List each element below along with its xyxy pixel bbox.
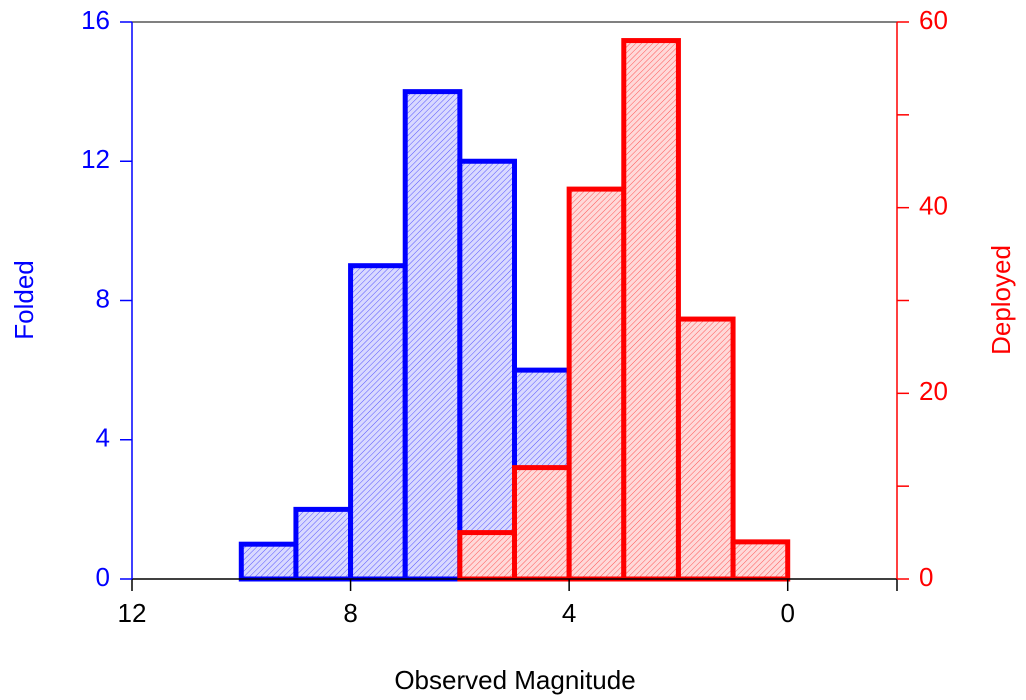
histogram-bar — [512, 465, 572, 582]
x-axis-label: Observed Magnitude — [394, 665, 635, 695]
y-tick-label: 4 — [96, 423, 110, 453]
y2-tick-label: 20 — [919, 376, 948, 406]
y-tick-label: 16 — [81, 5, 110, 35]
y2-tick-label: 0 — [919, 562, 933, 592]
y-tick-label: 12 — [81, 144, 110, 174]
histogram-bar — [348, 263, 408, 582]
histogram-bar — [238, 541, 299, 582]
x-tick-label: 8 — [343, 598, 357, 628]
y-tick-label: 0 — [96, 562, 110, 592]
histogram-bar — [293, 506, 354, 582]
histogram-bar — [621, 38, 681, 582]
histogram-bar — [402, 89, 463, 582]
histogram-bar — [675, 316, 736, 582]
histogram-bar — [457, 530, 518, 582]
x-tick-label: 0 — [780, 598, 794, 628]
x-tick-label: 12 — [118, 598, 147, 628]
y-axis-label: Folded — [9, 260, 39, 340]
histogram-bar — [457, 158, 518, 582]
histogram-bar — [730, 539, 791, 582]
y2-tick-label: 60 — [919, 5, 948, 35]
y-tick-label: 8 — [96, 283, 110, 313]
histogram-bar — [566, 186, 627, 582]
y2-tick-label: 40 — [919, 191, 948, 221]
y2-axis-label: Deployed — [986, 245, 1016, 355]
x-tick-label: 4 — [562, 598, 576, 628]
